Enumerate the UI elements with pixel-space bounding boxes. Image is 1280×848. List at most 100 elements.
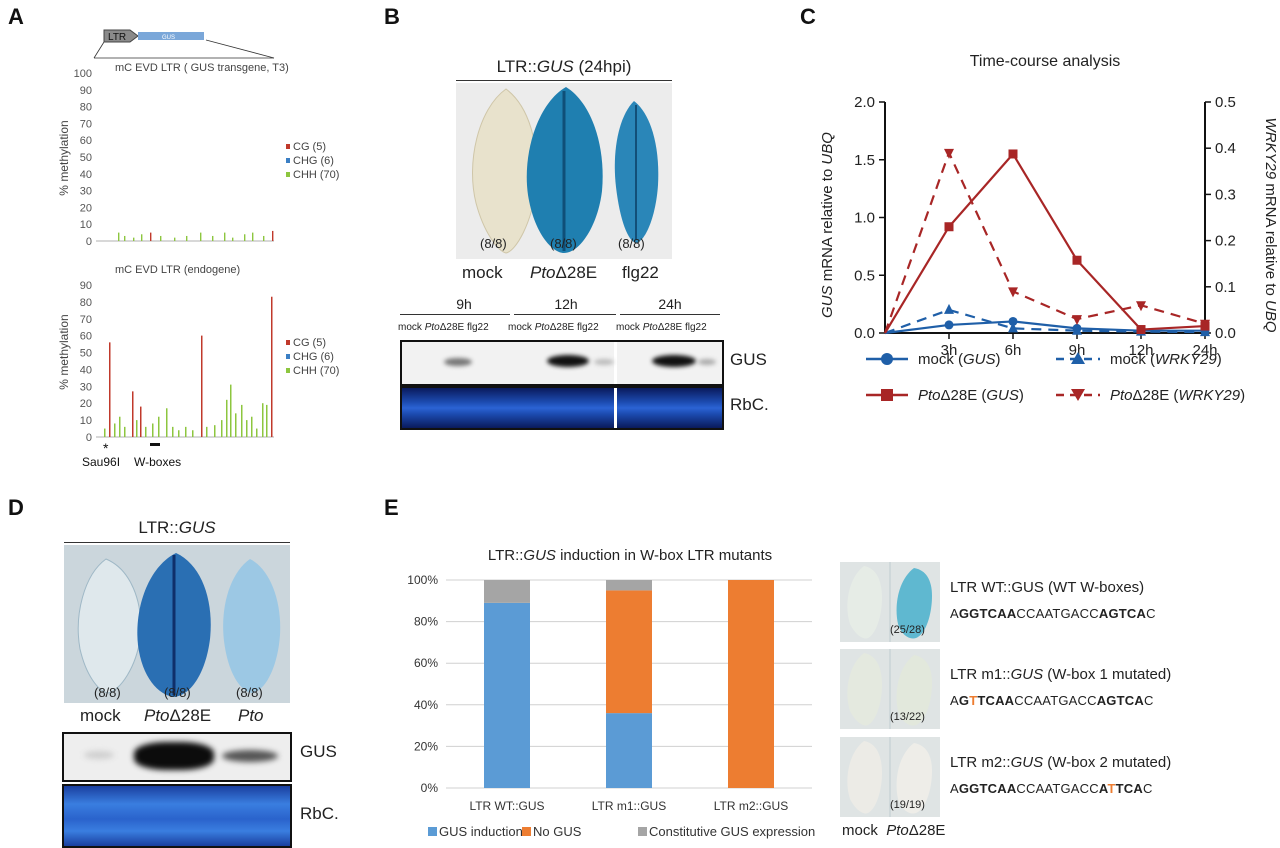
stack-segment bbox=[484, 602, 530, 788]
panel-a-letter: A bbox=[8, 4, 24, 29]
ytick-label: 100% bbox=[407, 573, 438, 587]
sau96i-star: * bbox=[103, 440, 109, 456]
panel-e-bottom-labels: mock PtoΔ28E bbox=[842, 822, 946, 839]
legend-swatch bbox=[286, 368, 290, 373]
ytick-label: 50 bbox=[80, 152, 92, 164]
xtick-label: 12h bbox=[1128, 342, 1153, 359]
panel-b-ratio-3: (8/8) bbox=[618, 236, 645, 251]
panel-d-ratio-1: (8/8) bbox=[94, 685, 121, 700]
ytick-right-label: 0.1 bbox=[1215, 279, 1236, 296]
wbox-marker bbox=[150, 443, 160, 446]
panel-b-gus-label: GUS bbox=[730, 350, 767, 369]
legend-label: CHG (6) bbox=[293, 351, 334, 363]
ytick-label: 30 bbox=[80, 381, 92, 393]
methyl-bar bbox=[133, 237, 135, 241]
panel-c-legend: mock (GUS) mock (WRKY29) PtoΔ28E (GUS) P… bbox=[866, 351, 1245, 404]
series-point bbox=[1072, 255, 1082, 265]
panel-d-ratio-3: (8/8) bbox=[236, 685, 263, 700]
series-point bbox=[944, 303, 954, 314]
ytick-label: 80% bbox=[414, 615, 438, 629]
series-point bbox=[1072, 324, 1082, 335]
ytick-label: 40% bbox=[414, 698, 438, 712]
legend-swatch bbox=[286, 144, 290, 149]
panel-c-letter: C bbox=[800, 4, 816, 29]
panel-b-treat-mock: mock bbox=[462, 263, 503, 282]
series-point bbox=[1136, 301, 1146, 312]
methyl-bar bbox=[104, 428, 106, 437]
ytick-left-label: 1.0 bbox=[854, 210, 875, 227]
ltr-arrow bbox=[103, 29, 139, 43]
legend-swatch bbox=[638, 827, 647, 836]
series-point bbox=[1200, 319, 1210, 330]
xtick-label: 24h bbox=[1192, 342, 1217, 359]
ytick-left-label: 2.0 bbox=[854, 94, 875, 111]
panel-a-bottom-bars bbox=[104, 296, 273, 437]
legend-label: CHG (6) bbox=[293, 155, 334, 167]
ytick-label: 80 bbox=[80, 297, 92, 309]
panel-b-time-12h: 12h bbox=[554, 296, 578, 312]
ytick-label: 70 bbox=[80, 118, 92, 130]
legend-swatch bbox=[522, 827, 531, 836]
series-point bbox=[1136, 325, 1146, 335]
panel-c-chart: Time-course analysis GUS mRNA relative t… bbox=[819, 53, 1279, 359]
methyl-bar bbox=[230, 384, 232, 437]
xtick-label: 3h bbox=[941, 342, 958, 359]
legend-label: No GUS bbox=[533, 824, 582, 839]
panel-b-treat-pto: PtoΔ28E bbox=[530, 263, 598, 282]
series-point bbox=[1200, 326, 1210, 337]
ytick-label: 60 bbox=[80, 135, 92, 147]
panel-c-series bbox=[883, 148, 1210, 337]
panel-e-chart: 0% 20% 40% 60% 80% 100% LTR WT::GUS LTR m1::GU… bbox=[407, 573, 815, 839]
ytick-left-label: 1.5 bbox=[854, 152, 875, 169]
legend-swatch bbox=[428, 827, 437, 836]
construct-leaf-photo: (19/19) bbox=[840, 737, 940, 817]
methyl-bar bbox=[158, 416, 160, 437]
panel-a-bottom-yticks: 0 10 20 30 40 50 60 70 80 90 bbox=[80, 280, 92, 444]
methyl-bar bbox=[272, 230, 274, 241]
panel-a-bottom-legend: CG (5) CHG (6) CHH (70) bbox=[286, 337, 339, 377]
methyl-bar bbox=[152, 423, 154, 437]
legend-mock-gus: mock (GUS) bbox=[866, 351, 1001, 368]
gus-box bbox=[138, 32, 204, 40]
legend-swatch bbox=[286, 354, 290, 359]
panel-a-top-bars bbox=[118, 230, 274, 241]
construct-sequence: AGGTCAACCAATGACCAGTCAC bbox=[950, 606, 1156, 621]
construct-leaf-photo: (25/28) bbox=[840, 562, 940, 642]
panel-a-top-legend: CG (5) CHG (6) CHH (70) bbox=[286, 141, 339, 181]
panel-d-treat-pto-d28e: PtoΔ28E bbox=[144, 706, 212, 725]
methyl-bar bbox=[251, 416, 253, 437]
legend-label: CG (5) bbox=[293, 337, 326, 349]
legend-label: Constitutive GUS expression bbox=[649, 824, 815, 839]
legend-label: CHH (70) bbox=[293, 169, 339, 181]
methyl-bar bbox=[145, 426, 147, 437]
methyl-bar bbox=[192, 430, 194, 437]
methyl-bar bbox=[263, 235, 265, 241]
series-point bbox=[944, 320, 954, 330]
methyl-bar bbox=[252, 232, 254, 241]
series-point bbox=[1072, 315, 1082, 326]
ytick-label: 50 bbox=[80, 348, 92, 360]
panel-b-lanes-12h: mock PtoΔ28E flg22 bbox=[508, 322, 599, 333]
legend-mock-wrky29: mock (WRKY29) bbox=[1056, 351, 1222, 368]
panel-e-bars bbox=[484, 580, 774, 788]
panel-b-gus-blot bbox=[400, 340, 724, 386]
xtick-label: 6h bbox=[1005, 342, 1022, 359]
methyl-bar bbox=[201, 335, 203, 437]
panel-a-bottom-title: mC EVD LTR (endogene) bbox=[115, 264, 240, 276]
panel-b-letter: B bbox=[384, 4, 400, 29]
panel-b-ratio-2: (8/8) bbox=[550, 236, 577, 251]
methyl-bar bbox=[172, 426, 174, 437]
panel-b-lanes-9h: mock PtoΔ28E flg22 bbox=[398, 322, 489, 333]
methyl-bar bbox=[140, 406, 142, 437]
ytick-label: 10 bbox=[80, 219, 92, 231]
panel-e-letter: E bbox=[384, 495, 399, 520]
methyl-bar bbox=[262, 403, 264, 437]
ytick-label: 40 bbox=[80, 364, 92, 376]
xtick-label: LTR m1::GUS bbox=[592, 799, 666, 813]
stack-segment bbox=[484, 580, 530, 603]
panel-d-ratio-2: (8/8) bbox=[164, 685, 191, 700]
series-point bbox=[1008, 322, 1018, 333]
legend-swatch bbox=[286, 172, 290, 177]
construct-sequence: AGTTCAACCAATGACCAGTCAC bbox=[950, 693, 1154, 708]
panel-e-legend: GUS induction No GUS Constitutive GUS expr… bbox=[428, 824, 815, 839]
